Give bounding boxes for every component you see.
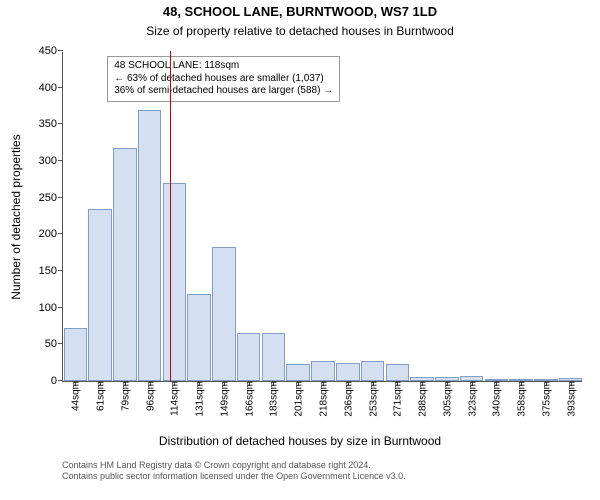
x-tick-label: 149sqm — [217, 381, 230, 417]
histogram-bar — [64, 328, 88, 381]
annotation-line-2: ← 63% of detached houses are smaller (1,… — [114, 73, 333, 86]
y-tick-mark — [58, 123, 63, 124]
x-tick-label: 79sqm — [118, 381, 131, 411]
y-tick-label: 50 — [45, 338, 63, 350]
x-tick-label: 393sqm — [564, 381, 577, 417]
y-tick-label: 250 — [39, 192, 63, 204]
chart-title: 48, SCHOOL LANE, BURNTWOOD, WS7 1LD — [0, 4, 600, 19]
histogram-chart: 48, SCHOOL LANE, BURNTWOOD, WS7 1LD Size… — [0, 0, 600, 500]
y-tick-label: 100 — [39, 302, 63, 314]
histogram-bar — [138, 110, 162, 381]
y-tick-mark — [58, 233, 63, 234]
y-tick-label: 300 — [39, 155, 63, 167]
chart-subtitle: Size of property relative to detached ho… — [0, 24, 600, 38]
y-tick-label: 0 — [51, 375, 63, 387]
histogram-bar — [163, 183, 187, 381]
x-tick-label: 61sqm — [94, 381, 107, 411]
x-tick-label: 166sqm — [242, 381, 255, 417]
x-tick-label: 323sqm — [465, 381, 478, 417]
x-tick-label: 131sqm — [193, 381, 206, 417]
x-tick-label: 44sqm — [69, 381, 82, 411]
reference-line — [170, 51, 171, 381]
annotation-line-1: 48 SCHOOL LANE: 118sqm — [114, 60, 333, 73]
histogram-bar — [187, 294, 211, 381]
x-tick-label: 375sqm — [539, 381, 552, 417]
x-axis-label: Distribution of detached houses by size … — [0, 434, 600, 448]
x-tick-label: 271sqm — [391, 381, 404, 417]
y-tick-mark — [58, 197, 63, 198]
x-tick-label: 358sqm — [515, 381, 528, 417]
y-tick-mark — [58, 343, 63, 344]
y-tick-label: 350 — [39, 118, 63, 130]
histogram-bar — [386, 364, 410, 381]
histogram-bar — [286, 364, 310, 381]
attribution-line-2: Contains public sector information licen… — [62, 471, 406, 482]
histogram-bar — [113, 148, 137, 381]
x-tick-label: 288sqm — [416, 381, 429, 417]
histogram-bar — [262, 333, 286, 381]
x-tick-label: 96sqm — [143, 381, 156, 411]
histogram-bar — [311, 361, 335, 381]
histogram-bar — [212, 247, 236, 381]
y-tick-label: 450 — [39, 45, 63, 57]
annotation-box: 48 SCHOOL LANE: 118sqm ← 63% of detached… — [107, 56, 340, 102]
histogram-bar — [336, 363, 360, 381]
y-tick-label: 400 — [39, 82, 63, 94]
y-tick-mark — [58, 270, 63, 271]
attribution-line-1: Contains HM Land Registry data © Crown c… — [62, 460, 406, 471]
y-tick-label: 150 — [39, 265, 63, 277]
x-tick-label: 183sqm — [267, 381, 280, 417]
plot-area: 48 SCHOOL LANE: 118sqm ← 63% of detached… — [62, 52, 582, 382]
y-tick-mark — [58, 380, 63, 381]
x-tick-label: 236sqm — [341, 381, 354, 417]
y-axis-label: Number of detached properties — [9, 134, 23, 299]
attribution: Contains HM Land Registry data © Crown c… — [62, 460, 406, 483]
y-tick-mark — [58, 160, 63, 161]
y-tick-mark — [58, 87, 63, 88]
x-tick-label: 114sqm — [168, 381, 181, 416]
y-tick-mark — [58, 50, 63, 51]
x-tick-label: 253sqm — [366, 381, 379, 417]
y-tick-label: 200 — [39, 228, 63, 240]
x-tick-label: 201sqm — [292, 381, 305, 417]
histogram-bar — [237, 333, 261, 381]
annotation-line-3: 36% of semi-detached houses are larger (… — [114, 85, 333, 98]
histogram-bar — [88, 209, 112, 381]
histogram-bar — [361, 361, 385, 381]
y-tick-mark — [58, 307, 63, 308]
x-tick-label: 340sqm — [490, 381, 503, 417]
x-tick-label: 305sqm — [440, 381, 453, 417]
x-tick-label: 218sqm — [317, 381, 330, 417]
